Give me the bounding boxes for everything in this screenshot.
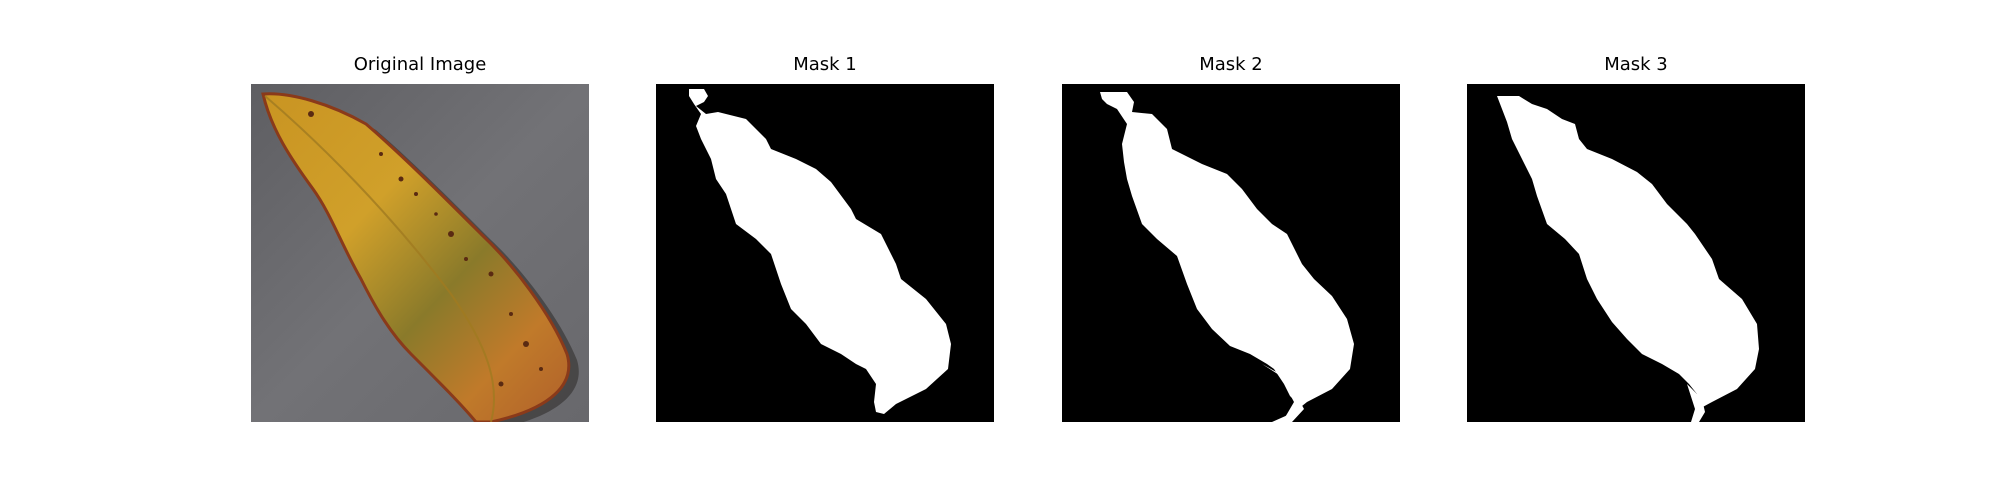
original-leaf-image (251, 84, 589, 422)
mask-1-region (689, 89, 951, 414)
leaf-midrib (264, 95, 495, 422)
panel-original-image: Original Image (251, 54, 589, 422)
mask-1-image (656, 84, 994, 422)
mask-2-tip (1262, 364, 1304, 422)
mask-3-image (1467, 84, 1805, 422)
panel-title-mask-2: Mask 2 (1199, 54, 1263, 75)
panel-mask-1: Mask 1 (656, 54, 994, 422)
leaf (261, 92, 571, 422)
panel-mask-3: Mask 3 (1467, 54, 1805, 422)
mask-3-region (1497, 96, 1759, 422)
mask-2-image (1062, 84, 1400, 422)
panel-mask-2: Mask 2 (1062, 54, 1400, 422)
panel-title-mask-1: Mask 1 (793, 54, 857, 75)
panel-title-mask-3: Mask 3 (1604, 54, 1668, 75)
mask-2-region (1100, 92, 1354, 422)
leaf-spots (308, 111, 543, 387)
panel-title-original-image: Original Image (353, 54, 487, 75)
mask-3-tip (1687, 384, 1705, 422)
